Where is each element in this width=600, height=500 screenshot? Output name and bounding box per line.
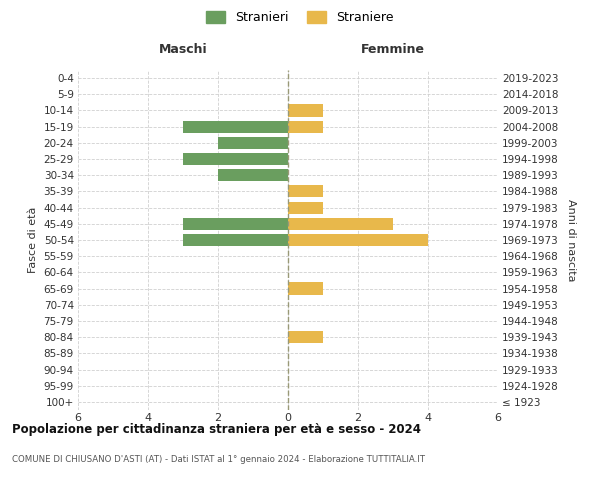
Text: Femmine: Femmine bbox=[361, 44, 425, 57]
Bar bbox=[183, 153, 288, 165]
Bar bbox=[288, 282, 323, 294]
Bar bbox=[218, 137, 288, 149]
Text: Maschi: Maschi bbox=[158, 44, 208, 57]
Bar bbox=[183, 120, 288, 132]
Bar bbox=[288, 186, 323, 198]
Text: COMUNE DI CHIUSANO D'ASTI (AT) - Dati ISTAT al 1° gennaio 2024 - Elaborazione TU: COMUNE DI CHIUSANO D'ASTI (AT) - Dati IS… bbox=[12, 455, 425, 464]
Text: Popolazione per cittadinanza straniera per età e sesso - 2024: Popolazione per cittadinanza straniera p… bbox=[12, 422, 421, 436]
Bar bbox=[218, 169, 288, 181]
Bar bbox=[288, 218, 393, 230]
Legend: Stranieri, Straniere: Stranieri, Straniere bbox=[206, 11, 394, 24]
Bar bbox=[288, 234, 428, 246]
Bar bbox=[288, 331, 323, 343]
Bar bbox=[183, 218, 288, 230]
Y-axis label: Anni di nascita: Anni di nascita bbox=[566, 198, 575, 281]
Bar bbox=[288, 120, 323, 132]
Bar bbox=[288, 202, 323, 213]
Y-axis label: Fasce di età: Fasce di età bbox=[28, 207, 38, 273]
Bar bbox=[183, 234, 288, 246]
Bar bbox=[288, 104, 323, 117]
